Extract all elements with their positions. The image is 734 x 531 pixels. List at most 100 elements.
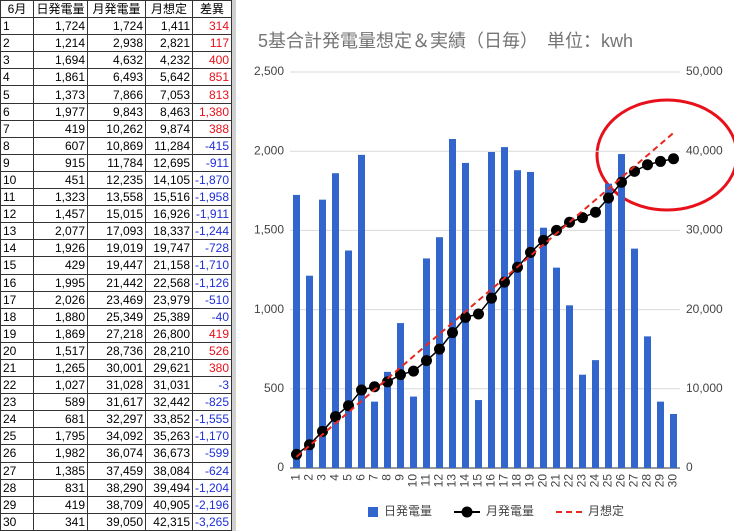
table-cell: 5: [0, 85, 34, 104]
table-cell: 1,265: [33, 358, 88, 378]
table-cell: -1,555: [192, 410, 232, 429]
y-tick-label: 1,500: [254, 223, 284, 237]
table-cell: 1,380: [192, 102, 232, 121]
bar: [631, 248, 638, 468]
legend-label: 月想定: [588, 503, 624, 518]
x-tick-label: 11: [419, 474, 433, 487]
table-cell: 12,695: [145, 153, 193, 172]
table-cell: -3: [192, 376, 232, 395]
table-cell: 1,411: [145, 17, 193, 36]
bar: [527, 171, 534, 469]
line-marker: [330, 411, 341, 423]
legend-swatch: [461, 506, 473, 518]
data-table: 6月 日発電量 月発電量 月想定 差異 1 1,724 1,724 1,411 314 2 1,214…: [0, 0, 232, 531]
table-cell: 1,724: [87, 17, 146, 36]
table-cell: 419: [33, 119, 88, 138]
bar: [293, 194, 300, 468]
table-cell: 1,457: [33, 205, 88, 224]
x-tick-label: 25: [601, 474, 615, 488]
table-cell: 13,558: [87, 188, 146, 207]
table-cell: 30: [0, 512, 34, 531]
table-cell: 23,979: [145, 290, 193, 309]
table-row: 27 1,385 37,459 38,084 -624: [0, 461, 232, 480]
table-cell: -911: [192, 153, 232, 172]
table-row: 29 419 38,709 40,905 -2,196: [0, 495, 232, 514]
table-row: 16 1,995 21,442 22,568 -1,126: [0, 273, 232, 292]
table-cell: -1,244: [192, 222, 232, 241]
table-cell: 1,926: [33, 239, 88, 258]
table-row: 4 1,861 6,493 5,642 851: [0, 68, 232, 87]
table-row: 28 831 38,290 39,494 -1,204: [0, 478, 232, 497]
line-marker: [473, 308, 484, 320]
table-cell: 31,028: [87, 376, 146, 395]
line-marker: [434, 343, 445, 355]
bar: [657, 401, 664, 468]
table-row: 18 1,880 25,349 25,389 -40: [0, 307, 232, 326]
table-cell: -1,958: [192, 188, 232, 207]
table-cell: 21,442: [87, 273, 146, 292]
table-row: 3 1,694 4,632 4,232 400: [0, 51, 232, 70]
table-cell: 7: [0, 119, 34, 138]
table-row: 14 1,926 19,019 19,747 -728: [0, 239, 232, 258]
bar: [605, 183, 612, 468]
legend-label: 月発電量: [486, 504, 534, 518]
highlight-ellipse: [595, 98, 734, 212]
table-cell: 16: [0, 273, 34, 292]
table-row: 24 681 32,297 33,852 -1,555: [0, 410, 232, 429]
bar: [592, 360, 599, 468]
y-tick-label: 1,000: [254, 302, 284, 316]
table-cell: 21,158: [145, 256, 193, 275]
table-cell: 32,442: [145, 393, 193, 412]
bar: [488, 151, 495, 468]
line-marker: [395, 369, 406, 381]
x-tick-label: 10: [406, 474, 420, 488]
table-row: 15 429 19,447 21,158 -1,710: [0, 256, 232, 275]
line-marker: [382, 376, 393, 388]
table-cell: 24: [0, 410, 34, 429]
table-row: 21 1,265 30,001 29,621 380: [0, 358, 232, 378]
table-cell: 1,982: [33, 444, 88, 463]
table-cell: 36,074: [87, 444, 146, 463]
table-cell: 28: [0, 478, 34, 497]
table-cell: 1,027: [33, 376, 88, 395]
y-tick-label: 2,500: [254, 64, 284, 78]
table-cell: 1: [0, 17, 34, 36]
table-cell: 40,905: [145, 495, 193, 514]
legend-swatch: [368, 507, 378, 517]
table-cell: 23: [0, 393, 34, 412]
table-cell: -1,170: [192, 427, 232, 446]
x-tick-label: 27: [627, 474, 641, 488]
line-marker: [642, 159, 653, 171]
line-marker: [317, 425, 328, 437]
table-cell: 526: [192, 341, 232, 360]
table-cell: 20: [0, 341, 34, 360]
table-cell: 9,874: [145, 119, 193, 138]
table-cell: 1,795: [33, 427, 88, 446]
table-row: 11 1,323 13,558 15,516 -1,958: [0, 188, 232, 207]
line-marker: [590, 206, 601, 218]
table-cell: 19,019: [87, 239, 146, 258]
table-cell: 28,210: [145, 341, 193, 360]
table-cell: 31,617: [87, 393, 146, 412]
table-cell: 8,463: [145, 102, 193, 121]
table-cell: 1,517: [33, 341, 88, 360]
table-cell: -2,196: [192, 495, 232, 514]
header-cell: 月想定: [145, 0, 193, 19]
bar: [501, 147, 508, 468]
table-cell: 18: [0, 307, 34, 326]
table-cell: 34,092: [87, 427, 146, 446]
table-cell: 7,053: [145, 85, 193, 104]
x-tick-label: 24: [588, 474, 602, 488]
table-cell: 28,736: [87, 341, 146, 360]
table-row: 8 607 10,869 11,284 -415: [0, 136, 232, 155]
x-tick-label: 12: [432, 474, 446, 488]
table-row: 6 1,977 9,843 8,463 1,380: [0, 102, 232, 121]
table-cell: 17,093: [87, 222, 146, 241]
table-cell: 25,349: [87, 307, 146, 326]
table-cell: 1,869: [33, 324, 88, 343]
table-cell: -825: [192, 393, 232, 412]
table-cell: 17: [0, 290, 34, 309]
header-cell: 6月: [0, 0, 34, 19]
table-cell: 29,621: [145, 358, 193, 378]
table-row: 17 2,026 23,469 23,979 -510: [0, 290, 232, 309]
